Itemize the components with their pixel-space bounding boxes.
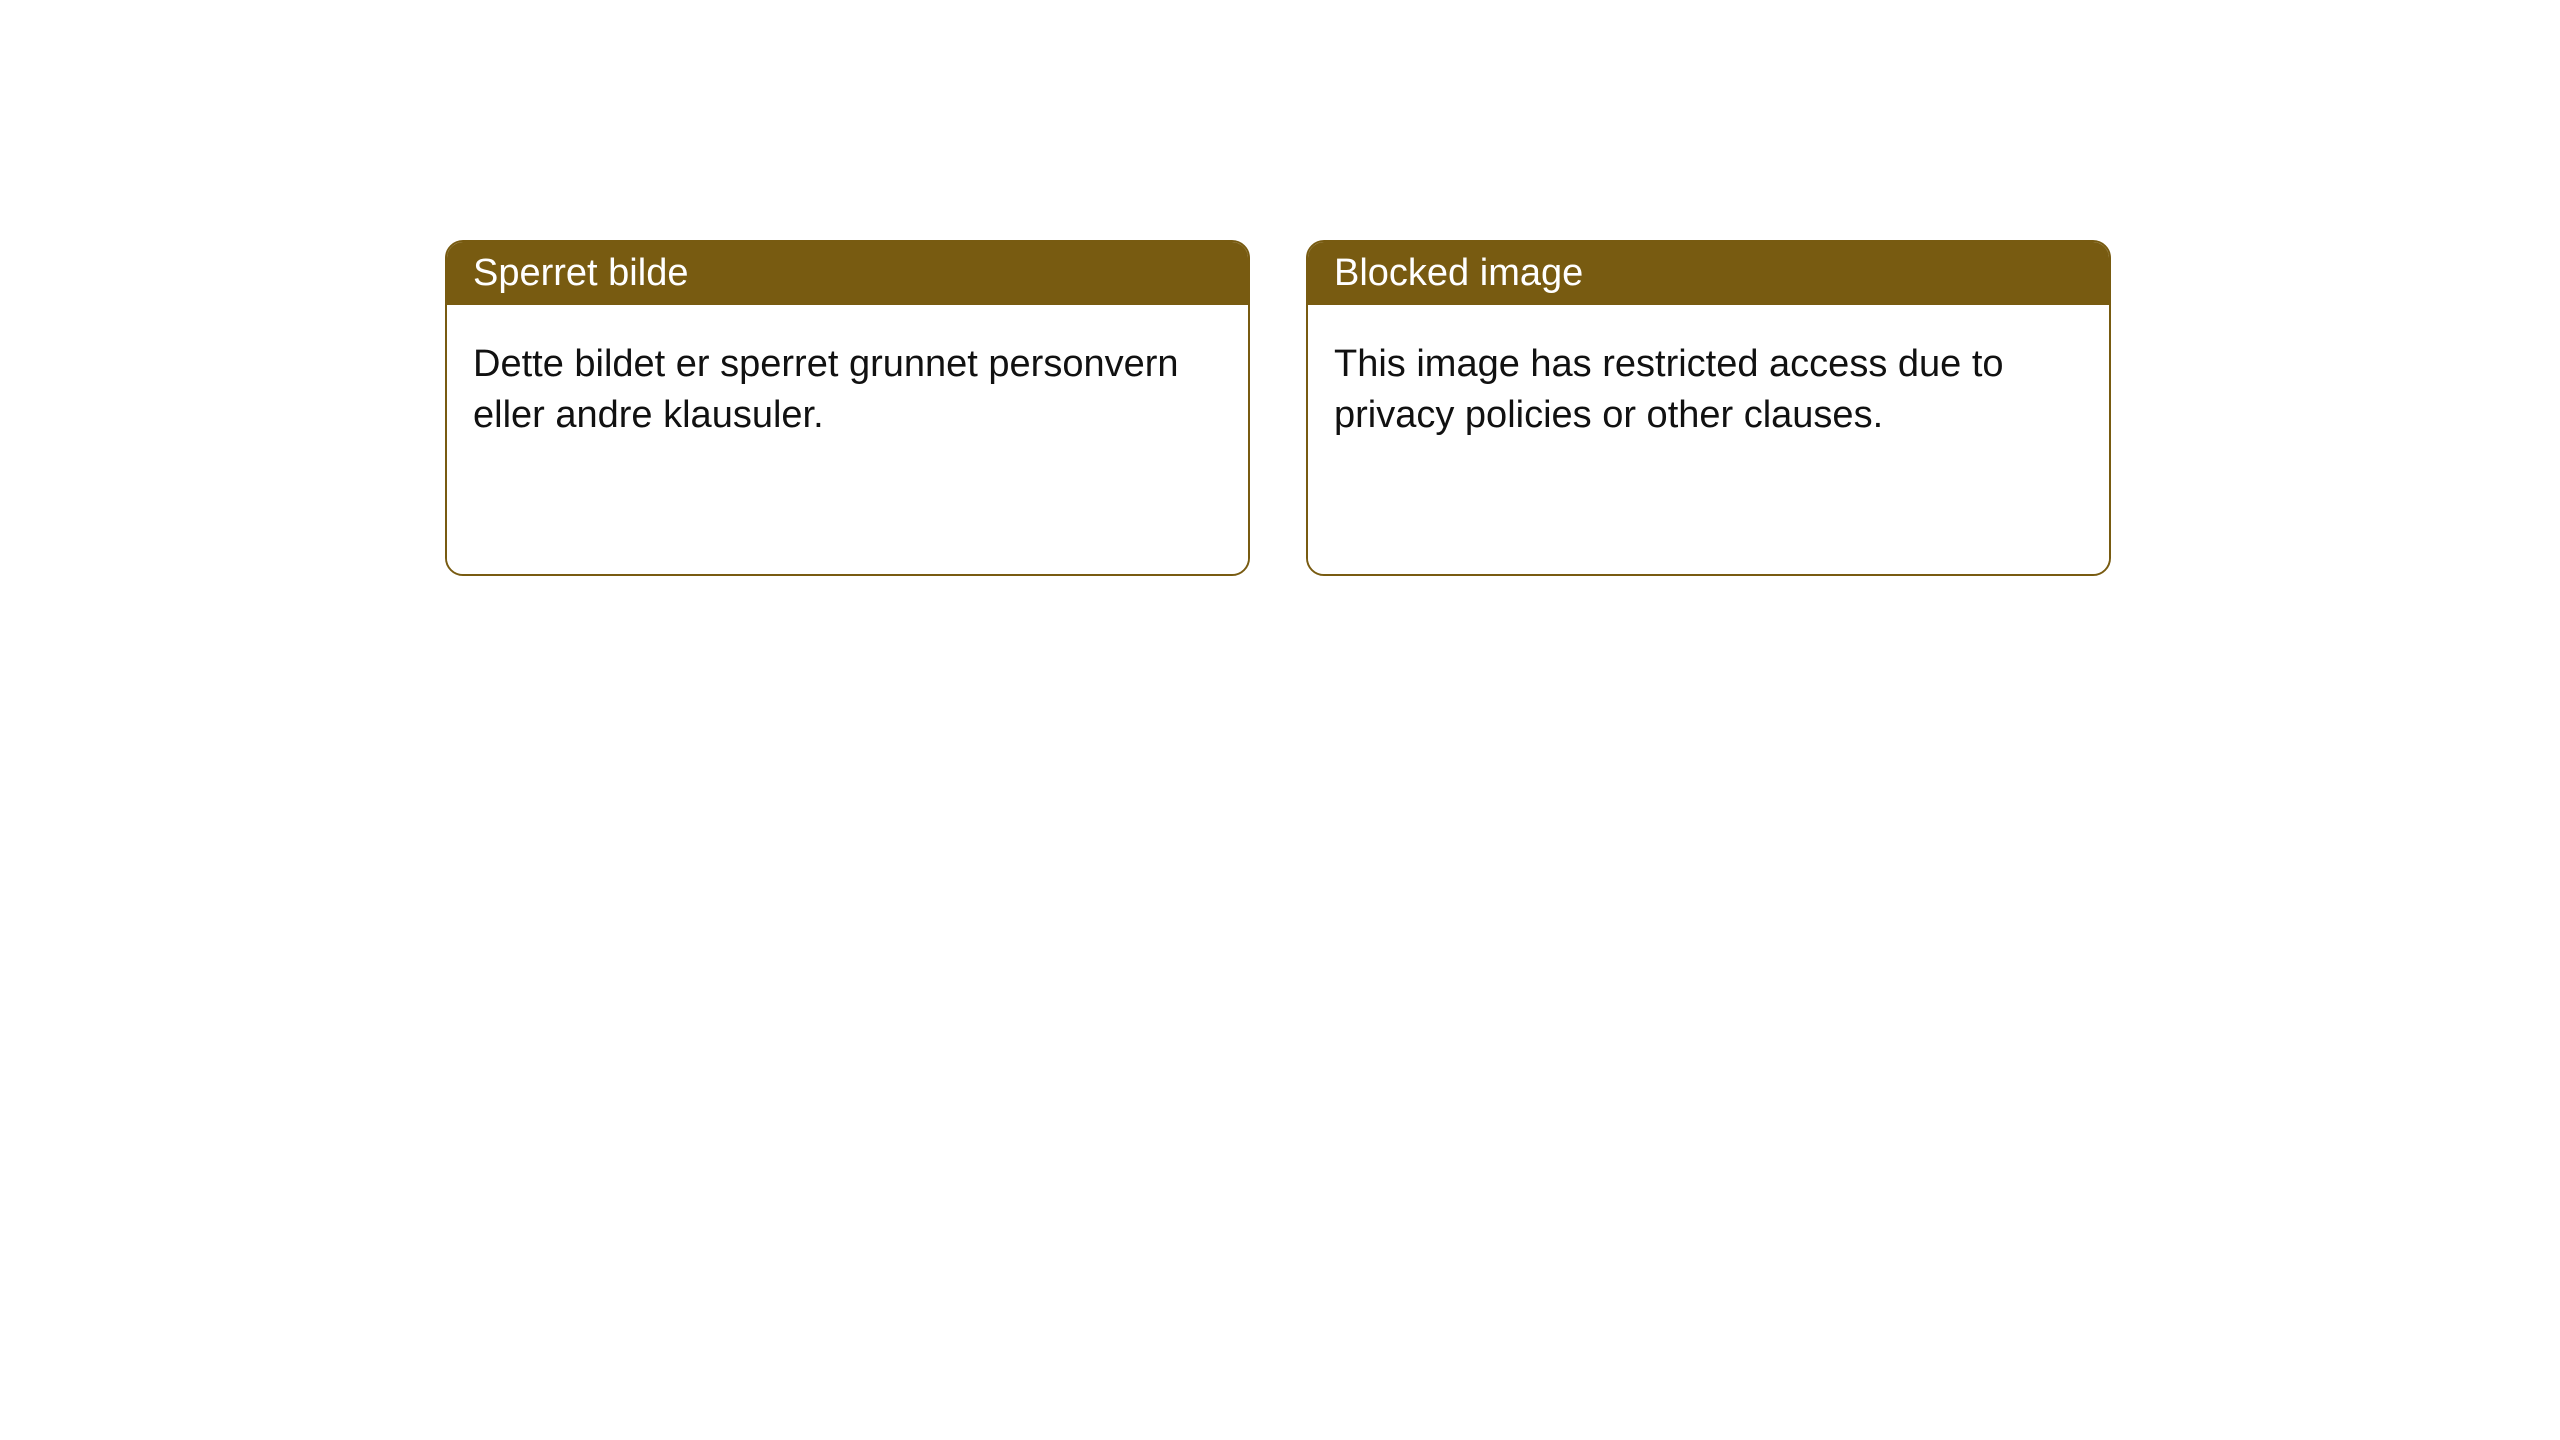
- notice-body-no: Dette bildet er sperret grunnet personve…: [447, 305, 1248, 574]
- notice-body-en: This image has restricted access due to …: [1308, 305, 2109, 574]
- notice-header-en: Blocked image: [1308, 242, 2109, 305]
- notice-header-no: Sperret bilde: [447, 242, 1248, 305]
- notice-container: Sperret bilde Dette bildet er sperret gr…: [445, 240, 2111, 576]
- notice-card-no: Sperret bilde Dette bildet er sperret gr…: [445, 240, 1250, 576]
- notice-card-en: Blocked image This image has restricted …: [1306, 240, 2111, 576]
